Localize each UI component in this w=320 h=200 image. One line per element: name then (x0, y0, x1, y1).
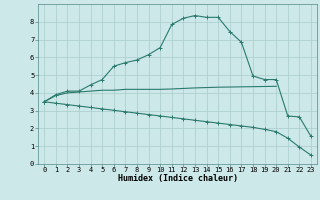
X-axis label: Humidex (Indice chaleur): Humidex (Indice chaleur) (118, 174, 238, 183)
